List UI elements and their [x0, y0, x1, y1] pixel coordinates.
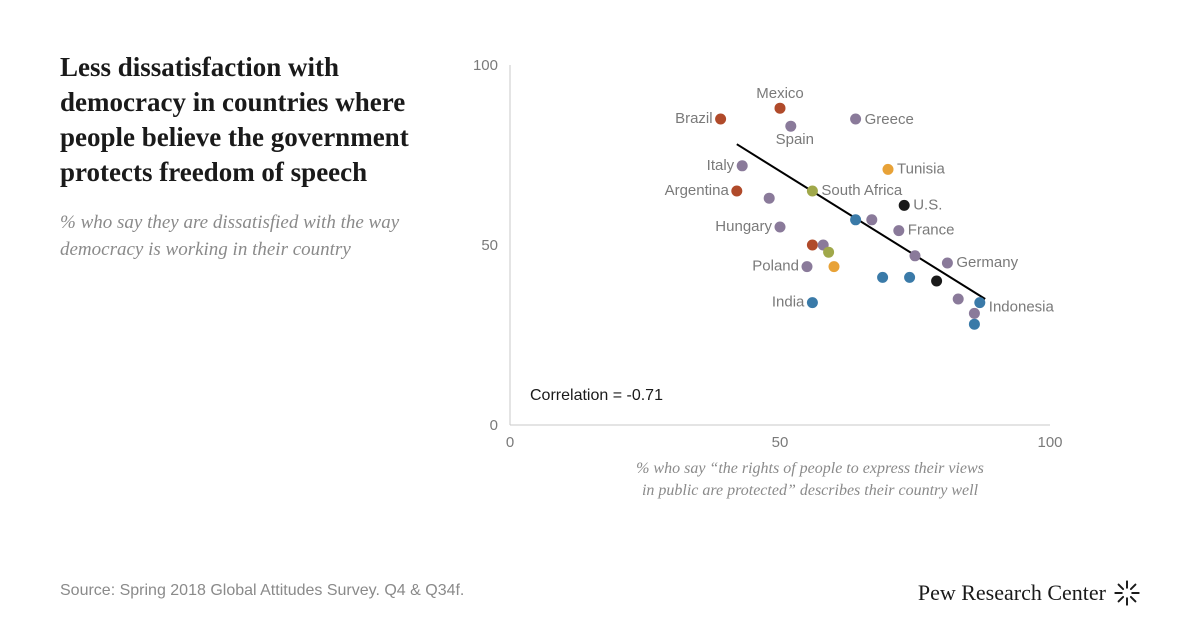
x-axis-label: in public are protected” describes their…: [642, 482, 979, 499]
data-point: [829, 261, 840, 272]
point-label: U.S.: [913, 196, 942, 213]
data-point: [969, 319, 980, 330]
scatter-chart: 0 50 100 0 50 100 % who say “the rights of peo…: [440, 50, 1140, 530]
data-point: [807, 240, 818, 251]
point-label: Germany: [956, 254, 1018, 271]
y-tick: 0: [490, 417, 498, 434]
data-point: [715, 114, 726, 125]
data-point: [969, 308, 980, 319]
y-tick: 50: [481, 237, 498, 254]
point-label: Spain: [776, 131, 814, 148]
data-point: [775, 103, 786, 114]
pew-logo: Pew Research Center: [918, 580, 1140, 606]
point-label: Indonesia: [989, 299, 1055, 316]
data-point: [877, 272, 888, 283]
data-point: [883, 164, 894, 175]
data-point: [850, 214, 861, 225]
point-label: Greece: [865, 111, 914, 128]
data-point: [785, 121, 796, 132]
point-label: Italy: [707, 157, 735, 174]
data-point: [942, 258, 953, 269]
point-label: Brazil: [675, 110, 713, 127]
point-label: France: [908, 222, 955, 239]
logo-text: Pew Research Center: [918, 580, 1106, 606]
data-point: [910, 250, 921, 261]
data-point: [899, 200, 910, 211]
chart-subtitle: % who say they are dissatisfied with the…: [60, 210, 410, 263]
data-point: [731, 186, 742, 197]
chart-svg: 0 50 100 0 50 100 % who say “the rights of peo…: [440, 50, 1140, 530]
data-point: [775, 222, 786, 233]
data-point: [893, 225, 904, 236]
data-point: [823, 247, 834, 258]
data-point: [807, 297, 818, 308]
x-tick: 100: [1037, 434, 1062, 451]
logo-burst-icon: [1114, 580, 1140, 606]
y-tick: 100: [473, 57, 498, 74]
source-note: Source: Spring 2018 Global Attitudes Sur…: [60, 582, 464, 600]
data-point: [807, 186, 818, 197]
data-point: [904, 272, 915, 283]
data-point: [802, 261, 813, 272]
chart-title: Less dissatisfaction with democracy in c…: [60, 50, 410, 190]
correlation-label: Correlation = -0.71: [530, 387, 663, 404]
x-tick: 50: [772, 434, 789, 451]
data-point: [866, 214, 877, 225]
data-point: [850, 114, 861, 125]
data-point: [931, 276, 942, 287]
point-label: India: [772, 294, 805, 311]
x-tick: 0: [506, 434, 514, 451]
point-label: Mexico: [756, 85, 804, 102]
data-point: [737, 160, 748, 171]
point-label: Poland: [752, 258, 799, 275]
point-label: South Africa: [821, 182, 903, 199]
data-point: [764, 193, 775, 204]
data-point: [953, 294, 964, 305]
point-label: Argentina: [665, 182, 730, 199]
point-label: Hungary: [715, 218, 772, 235]
data-point: [974, 297, 985, 308]
x-axis-label: % who say “the rights of people to expre…: [636, 460, 984, 477]
point-label: Tunisia: [897, 160, 945, 177]
